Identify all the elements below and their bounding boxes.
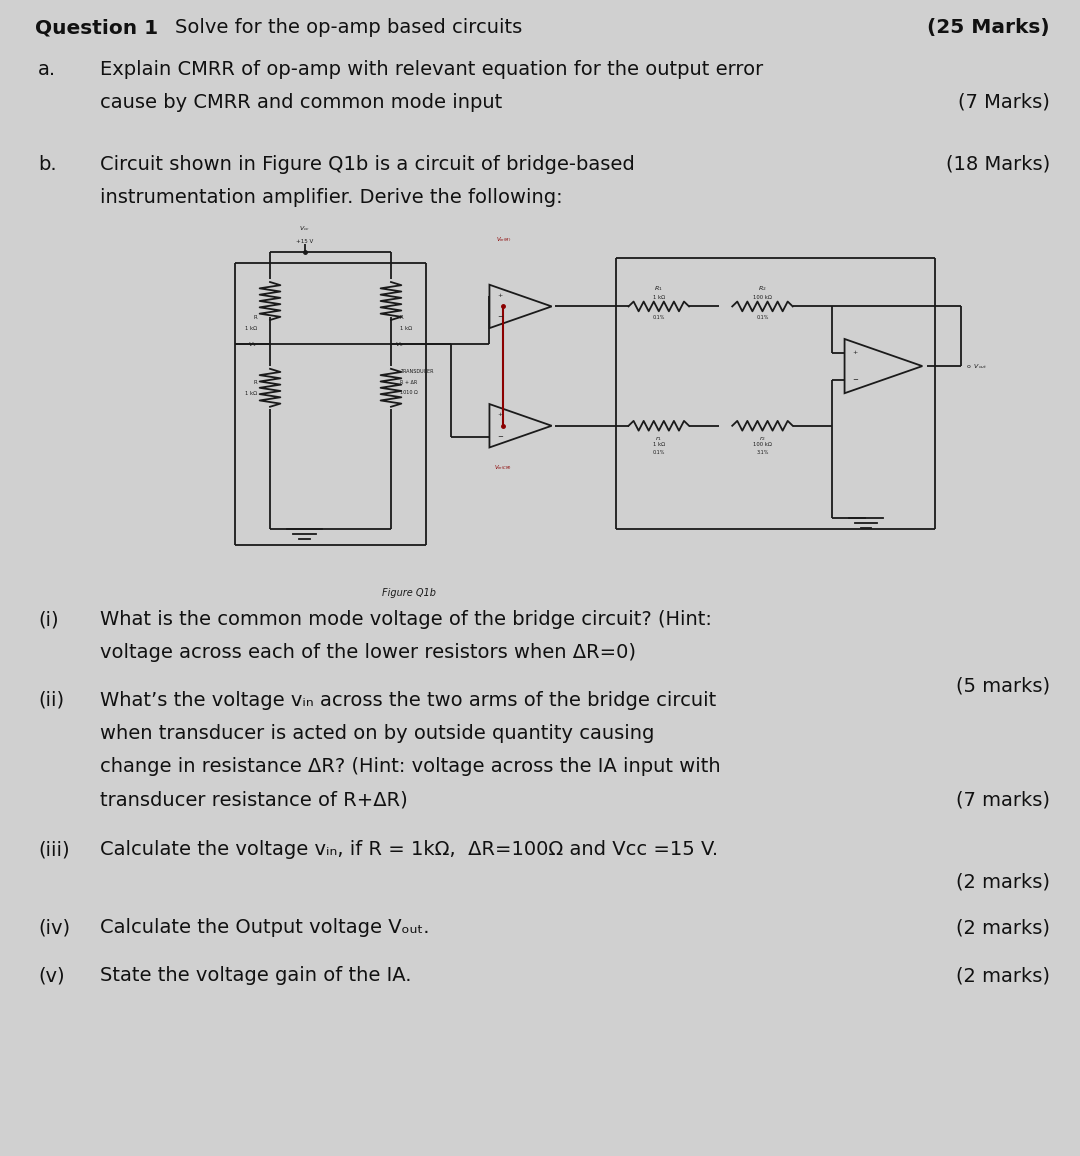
Text: +: + bbox=[852, 350, 858, 355]
Text: (2 marks): (2 marks) bbox=[956, 873, 1050, 892]
Text: 1010 Ω: 1010 Ω bbox=[400, 390, 417, 394]
Text: 3.1%: 3.1% bbox=[756, 450, 769, 455]
Text: (iv): (iv) bbox=[38, 918, 70, 938]
Text: 100 kΩ: 100 kΩ bbox=[753, 295, 772, 299]
Text: (iii): (iii) bbox=[38, 840, 69, 859]
Text: a.: a. bbox=[38, 60, 56, 79]
Text: 0.1%: 0.1% bbox=[652, 314, 665, 319]
Text: $R_2$: $R_2$ bbox=[758, 284, 767, 292]
Text: +15 V: +15 V bbox=[296, 239, 313, 244]
Text: voltage across each of the lower resistors when ΔR=0): voltage across each of the lower resisto… bbox=[100, 643, 636, 662]
Text: 0.1%: 0.1% bbox=[756, 314, 769, 319]
Text: 0.1%: 0.1% bbox=[652, 450, 665, 455]
Text: $V_{cc}$: $V_{cc}$ bbox=[299, 224, 310, 234]
Text: R + ΔR: R + ΔR bbox=[400, 380, 417, 385]
Text: (ii): (ii) bbox=[38, 691, 64, 710]
Text: when transducer is acted on by outside quantity causing: when transducer is acted on by outside q… bbox=[100, 724, 654, 743]
Text: (18 Marks): (18 Marks) bbox=[946, 155, 1050, 175]
Text: State the voltage gain of the IA.: State the voltage gain of the IA. bbox=[100, 966, 411, 985]
Text: Figure Q1b: Figure Q1b bbox=[382, 588, 436, 599]
Text: b.: b. bbox=[38, 155, 56, 175]
Text: TRANSDUCER: TRANSDUCER bbox=[400, 369, 433, 375]
Text: cause by CMRR and common mode input: cause by CMRR and common mode input bbox=[100, 92, 502, 112]
Text: change in resistance ΔR? (Hint: voltage across the IA input with: change in resistance ΔR? (Hint: voltage … bbox=[100, 757, 720, 776]
Text: $V_1$: $V_1$ bbox=[248, 340, 257, 349]
Text: $r_1$: $r_1$ bbox=[656, 434, 662, 443]
Text: (25 Marks): (25 Marks) bbox=[928, 18, 1050, 37]
Text: 1 kΩ: 1 kΩ bbox=[245, 326, 257, 331]
Text: Calculate the voltage vᵢₙ, if R = 1kΩ,  ΔR=100Ω and Vᴄᴄ =15 V.: Calculate the voltage vᵢₙ, if R = 1kΩ, Δ… bbox=[100, 840, 718, 859]
Text: R: R bbox=[254, 380, 257, 385]
Text: −: − bbox=[497, 314, 503, 320]
Text: 1 kΩ: 1 kΩ bbox=[652, 442, 665, 447]
Text: (7 marks): (7 marks) bbox=[956, 790, 1050, 809]
Text: What is the common mode voltage of the bridge circuit? (Hint:: What is the common mode voltage of the b… bbox=[100, 610, 712, 629]
Text: (7 Marks): (7 Marks) bbox=[958, 92, 1050, 112]
Text: 1 kΩ: 1 kΩ bbox=[245, 391, 257, 395]
Text: Solve for the op-amp based circuits: Solve for the op-amp based circuits bbox=[175, 18, 523, 37]
Text: R: R bbox=[400, 314, 403, 320]
Text: (i): (i) bbox=[38, 610, 58, 629]
Text: (5 marks): (5 marks) bbox=[956, 676, 1050, 695]
Text: 1 kΩ: 1 kΩ bbox=[400, 326, 411, 331]
Text: (v): (v) bbox=[38, 966, 65, 985]
Text: Question 1: Question 1 bbox=[35, 18, 158, 37]
Text: −: − bbox=[497, 434, 503, 439]
Text: +: + bbox=[497, 294, 502, 298]
Text: $V_{in(CM)}$: $V_{in(CM)}$ bbox=[495, 464, 512, 472]
Text: (2 marks): (2 marks) bbox=[956, 918, 1050, 938]
Text: −: − bbox=[852, 377, 858, 383]
Text: 1 kΩ: 1 kΩ bbox=[652, 295, 665, 299]
Text: R: R bbox=[254, 314, 257, 320]
Text: $V_2$: $V_2$ bbox=[395, 340, 404, 349]
Text: $V_{in(M)}$: $V_{in(M)}$ bbox=[496, 236, 511, 244]
Text: $R_1$: $R_1$ bbox=[654, 284, 663, 292]
Text: $r_2$: $r_2$ bbox=[759, 434, 766, 443]
Text: (2 marks): (2 marks) bbox=[956, 966, 1050, 985]
Text: Explain CMRR of op-amp with relevant equation for the output error: Explain CMRR of op-amp with relevant equ… bbox=[100, 60, 764, 79]
Text: 100 kΩ: 100 kΩ bbox=[753, 442, 772, 447]
Text: instrumentation amplifier. Derive the following:: instrumentation amplifier. Derive the fo… bbox=[100, 188, 563, 207]
Text: What’s the voltage vᵢₙ across the two arms of the bridge circuit: What’s the voltage vᵢₙ across the two ar… bbox=[100, 691, 716, 710]
Text: Calculate the Output voltage Vₒᵤₜ.: Calculate the Output voltage Vₒᵤₜ. bbox=[100, 918, 430, 938]
Text: Circuit shown in Figure Q1b is a circuit of bridge-based: Circuit shown in Figure Q1b is a circuit… bbox=[100, 155, 635, 175]
Text: o  $V_{out}$: o $V_{out}$ bbox=[966, 362, 987, 371]
Text: +: + bbox=[497, 413, 502, 417]
Text: transducer resistance of R+ΔR): transducer resistance of R+ΔR) bbox=[100, 790, 408, 809]
